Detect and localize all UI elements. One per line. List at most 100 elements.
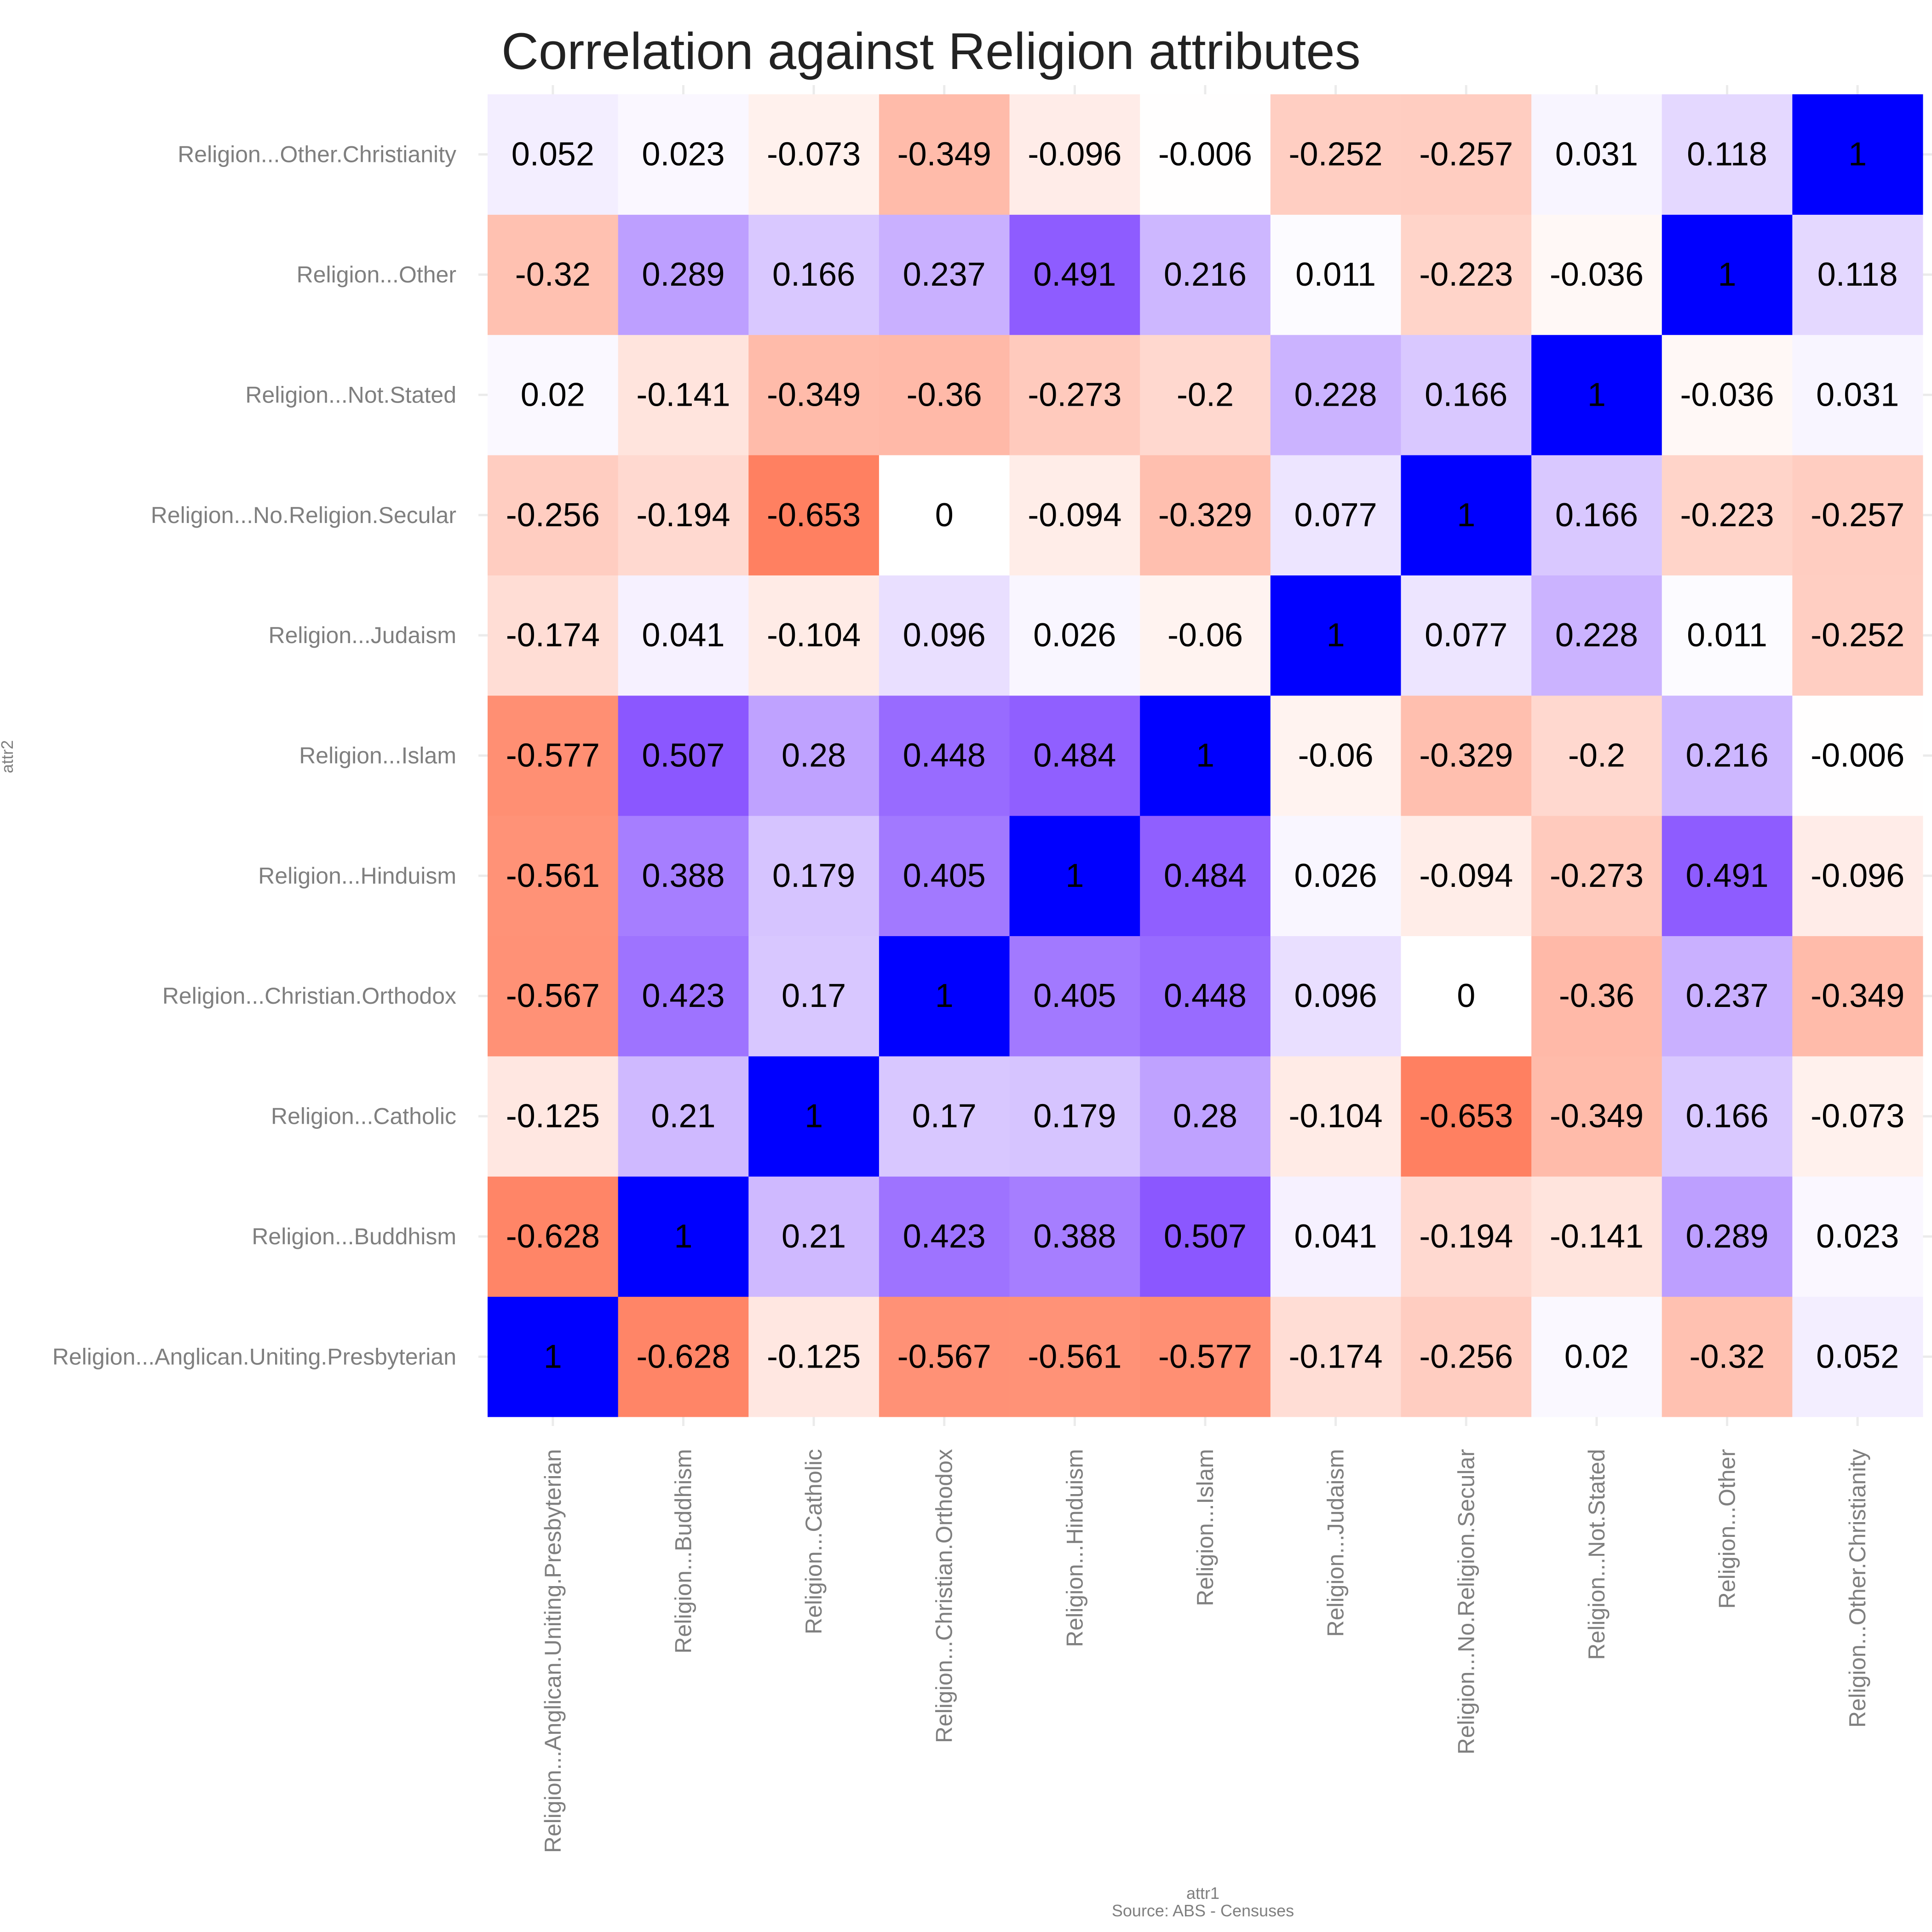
cell-value-label: -0.32 (515, 256, 591, 293)
x-tick-label: Religion...No.Religion.Secular (1453, 1449, 1479, 1754)
heatmap-cell (618, 94, 749, 215)
source-caption: Source: ABS - Censuses (1112, 1901, 1294, 1920)
heatmap-cell (748, 695, 880, 816)
cell-value-label: -0.073 (1811, 1098, 1904, 1135)
y-axis-tick-labels: Religion...Anglican.Uniting.Presbyterian… (52, 142, 456, 1370)
heatmap-cell (1009, 695, 1140, 816)
heatmap-cell (1270, 1176, 1401, 1297)
y-tick-label: Religion...Other.Christianity (178, 142, 456, 167)
cell-value-label: -0.252 (1289, 136, 1383, 173)
cell-value-labels: 1 -0.628 -0.125 -0.567 -0.561 -0.577 -0.174 -0.… (506, 136, 1905, 1375)
cell-value-label: -0.125 (506, 1098, 600, 1135)
heatmap-cell (618, 455, 749, 575)
heatmap-cell (1401, 1056, 1532, 1177)
cell-value-label: 0.052 (512, 136, 594, 173)
heatmap-cell (1662, 575, 1793, 696)
heatmap-cell (488, 94, 619, 215)
heatmap-cell (1662, 334, 1793, 455)
cell-value-label: 1 (1718, 256, 1736, 293)
cell-value-label: -0.194 (1419, 1218, 1513, 1255)
cell-value-label: -0.653 (767, 497, 861, 534)
heatmap-cell (879, 575, 1010, 696)
heatmap-cell (1009, 455, 1140, 575)
cell-value-label: 0.179 (772, 857, 855, 894)
x-tick-label: Religion...Buddhism (670, 1449, 696, 1654)
heatmap-cell (618, 575, 749, 696)
heatmap-cell (1140, 575, 1271, 696)
cell-value-label: 1 (674, 1218, 692, 1255)
y-tick-label: Religion...Catholic (271, 1104, 456, 1129)
cell-value-label: 0.096 (903, 617, 986, 654)
cell-value-label: -0.096 (1811, 857, 1904, 894)
heatmap-cell (1270, 575, 1401, 696)
heatmap-cell (1401, 214, 1532, 335)
cell-value-label: 1 (1587, 376, 1606, 413)
x-tick-label: Religion...Anglican.Uniting.Presbyterian (540, 1449, 566, 1853)
heatmap-cell (748, 936, 880, 1057)
cell-value-label: -0.006 (1811, 737, 1904, 774)
cell-value-label: 0.026 (1294, 857, 1377, 894)
cell-value-label: -0.174 (1289, 1338, 1383, 1375)
heatmap-cell (1401, 455, 1532, 575)
heatmap-cell (1140, 816, 1271, 937)
cell-value-label: 0.228 (1555, 617, 1638, 654)
cell-value-label: -0.094 (1419, 857, 1513, 894)
cell-value-label: -0.2 (1177, 376, 1234, 413)
cell-value-label: -0.256 (1419, 1338, 1513, 1375)
heatmap-cell (748, 94, 880, 215)
heatmap-cell (1662, 214, 1793, 335)
heatmap-cell (1140, 1176, 1271, 1297)
heatmap-cell (488, 936, 619, 1057)
cell-value-label: 0.491 (1685, 857, 1768, 894)
heatmap-cell (748, 455, 880, 575)
heatmap-cell (1792, 575, 1923, 696)
heatmap-cell (1140, 214, 1271, 335)
heatmap-cell (1009, 575, 1140, 696)
x-tick-label: Religion...Islam (1192, 1449, 1218, 1606)
cell-value-label: -0.561 (1028, 1338, 1121, 1375)
heatmap-cell (748, 334, 880, 455)
cell-value-label: 0 (935, 497, 954, 534)
cell-value-label: 0.077 (1294, 497, 1377, 534)
cell-value-label: 0.228 (1294, 376, 1377, 413)
y-tick-label: Religion...Islam (299, 743, 456, 769)
cell-value-label: -0.194 (636, 497, 730, 534)
cell-value-label: 0.405 (1033, 978, 1116, 1014)
x-tick-label: Religion...Christian.Orthodox (932, 1449, 957, 1743)
heatmap-cell (1792, 1176, 1923, 1297)
cell-value-label: 0.216 (1685, 737, 1768, 774)
heatmap-cell (879, 334, 1010, 455)
heatmap-cell (1531, 575, 1662, 696)
cell-value-label: 0.118 (1687, 136, 1767, 173)
heatmap-cell (879, 214, 1010, 335)
heatmap-cell (1531, 214, 1662, 335)
heatmap-cell (1401, 575, 1532, 696)
heatmap-cell (488, 214, 619, 335)
cell-value-label: 0.179 (1033, 1098, 1116, 1135)
heatmap-cell (1270, 816, 1401, 937)
cell-value-label: -0.577 (506, 737, 600, 774)
heatmap-cell (879, 1176, 1010, 1297)
cell-value-label: -0.073 (767, 136, 861, 173)
cell-value-label: -0.567 (897, 1338, 991, 1375)
heatmap-cell (1140, 455, 1271, 575)
cell-value-label: -0.36 (907, 376, 982, 413)
heatmap-cell (488, 455, 619, 575)
cell-value-label: -0.561 (506, 857, 600, 894)
heatmap-cell (1140, 1296, 1271, 1417)
heatmap-cell (879, 1056, 1010, 1177)
cell-value-label: -0.125 (767, 1338, 861, 1375)
y-tick-label: Religion...Judaism (268, 622, 456, 648)
heatmap-cell (618, 936, 749, 1057)
heatmap-cell (1401, 1176, 1532, 1297)
heatmap-cell (618, 816, 749, 937)
heatmap-cell (1662, 1296, 1793, 1417)
cell-value-label: -0.06 (1298, 737, 1374, 774)
heatmap-cell (1009, 1056, 1140, 1177)
heatmap-cell (488, 1296, 619, 1417)
cell-value-label: 1 (935, 978, 954, 1014)
cell-value-label: -0.628 (506, 1218, 600, 1255)
heatmap-cell (1531, 334, 1662, 455)
heatmap-cell (488, 334, 619, 455)
